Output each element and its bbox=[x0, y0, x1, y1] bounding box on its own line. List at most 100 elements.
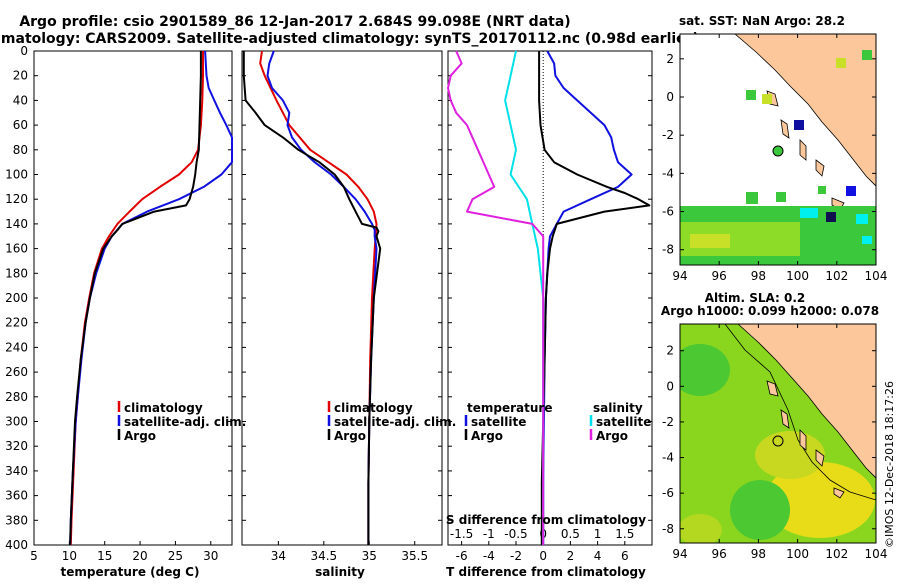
salinity-panel: 34 34.5 35 35.5 bbox=[241, 50, 443, 563]
difference-legend: temperature satellite Argo salinity sate… bbox=[464, 401, 651, 443]
lon-tick-label: 94 bbox=[672, 269, 687, 283]
sst-band bbox=[690, 234, 730, 248]
series-argo bbox=[69, 51, 202, 546]
lat-tick-label: -4 bbox=[662, 451, 674, 465]
s-diff-tick-label: -1 bbox=[483, 527, 495, 541]
s-diff-tick-label: -0.5 bbox=[504, 527, 527, 541]
x-tick-label: 35.5 bbox=[401, 549, 428, 563]
lat-tick-label: 2 bbox=[666, 344, 674, 358]
legend-label-argo: Argo bbox=[124, 429, 156, 443]
depth-tick-label: 260 bbox=[5, 365, 28, 379]
depth-tick-label: 160 bbox=[5, 242, 28, 256]
depth-tick-label: 20 bbox=[13, 69, 28, 83]
sst-cell bbox=[826, 212, 836, 222]
temperature-legend: climatology satellite-adj. clim. Argo bbox=[117, 401, 246, 443]
s-diff-tick-label: -1.5 bbox=[450, 527, 473, 541]
depth-axis: 0 20 40 60 80 100 120 140 160 180 200 220 240 260 280 3… bbox=[5, 44, 28, 552]
sst-cell bbox=[746, 90, 756, 100]
figure-title-line1: Argo profile: csio 2901589_86 12-Jan-201… bbox=[19, 14, 570, 30]
sst-map-title: sat. SST: NaN Argo: 28.2 bbox=[679, 14, 845, 28]
sla-map bbox=[680, 324, 876, 543]
lon-tick-label: 98 bbox=[751, 269, 766, 283]
depth-tick-label: 340 bbox=[5, 464, 28, 478]
depth-tick-label: 120 bbox=[5, 192, 28, 206]
depth-tick-label: 240 bbox=[5, 340, 28, 354]
legend-label-s-argo: Argo bbox=[596, 429, 628, 443]
temperature-axis-label: temperature (deg C) bbox=[61, 565, 200, 579]
lon-tick-label: 96 bbox=[712, 269, 727, 283]
depth-tick-label: 360 bbox=[5, 489, 28, 503]
sst-cell bbox=[818, 186, 826, 194]
legend-label-climatology: climatology bbox=[334, 401, 413, 415]
lat-tick-label: -6 bbox=[662, 486, 674, 500]
depth-tick-label: 320 bbox=[5, 439, 28, 453]
island bbox=[780, 409, 790, 429]
lon-tick-label: 102 bbox=[825, 547, 848, 561]
x-tick-label: 6 bbox=[621, 549, 629, 563]
legend-label-t-satellite: satellite bbox=[471, 415, 526, 429]
island bbox=[766, 380, 779, 397]
lon-tick-label: 104 bbox=[865, 269, 888, 283]
depth-tick-label: 140 bbox=[5, 217, 28, 231]
island bbox=[799, 139, 807, 161]
salinity-legend: climatology satellite-adj. clim. Argo bbox=[327, 401, 456, 443]
sla-blob bbox=[765, 462, 875, 538]
lat-tick-label: -4 bbox=[662, 166, 674, 180]
series-argo bbox=[242, 51, 382, 545]
x-tick-label: 30 bbox=[203, 549, 218, 563]
sst-cell bbox=[846, 186, 856, 196]
legend-label-argo: Argo bbox=[334, 429, 366, 443]
sst-cell bbox=[776, 192, 786, 202]
depth-tick-label: 80 bbox=[13, 143, 28, 157]
lat-tick-label: 2 bbox=[666, 52, 674, 66]
depth-tick-label: 280 bbox=[5, 390, 28, 404]
depth-tick-label: 300 bbox=[5, 415, 28, 429]
lat-tick-label: 0 bbox=[666, 90, 674, 104]
island bbox=[780, 119, 790, 139]
argo-position-marker bbox=[772, 435, 784, 447]
s-diff-tick-label: 1 bbox=[594, 527, 602, 541]
sla-map-frame bbox=[679, 323, 877, 544]
sst-map-axes: 94 96 98 100 102 104 2 0 -2 -4 -6 -8 bbox=[662, 34, 887, 283]
x-tick-label: 15 bbox=[97, 549, 112, 563]
legend-title-temperature: temperature bbox=[467, 401, 552, 415]
sst-map-frame bbox=[679, 33, 877, 266]
legend-label-satellite: satellite-adj. clim. bbox=[124, 415, 246, 429]
x-tick-label: 0 bbox=[539, 549, 547, 563]
x-tick-label: 4 bbox=[594, 549, 602, 563]
lat-tick-label: -6 bbox=[662, 205, 674, 219]
sst-cell bbox=[862, 50, 872, 60]
x-tick-label: 34.5 bbox=[310, 549, 337, 563]
s-diff-tick-label: 0.5 bbox=[561, 527, 580, 541]
legend-label-t-argo: Argo bbox=[471, 429, 503, 443]
depth-tick-label: 220 bbox=[5, 316, 28, 330]
depth-tick-label: 400 bbox=[5, 538, 28, 552]
depth-tick-label: 180 bbox=[5, 266, 28, 280]
legend-label-satellite: satellite-adj. clim. bbox=[334, 415, 456, 429]
plot-frame bbox=[447, 50, 653, 546]
x-tick-label: 20 bbox=[132, 549, 147, 563]
sst-cell bbox=[836, 58, 846, 68]
x-tick-label: -2 bbox=[510, 549, 522, 563]
isobath bbox=[724, 324, 876, 501]
island bbox=[833, 487, 845, 499]
sumatra-landmass bbox=[737, 324, 876, 479]
difference-panel: -6 -4 -2 0 2 4 6-1.5 -1 -0.5 0 0.5 1 1.5 bbox=[447, 50, 653, 563]
temperature-panel: 5 10 15 20 25 30 bbox=[30, 50, 233, 563]
depth-tick-label: 200 bbox=[5, 291, 28, 305]
lat-tick-label: 0 bbox=[666, 379, 674, 393]
depth-tick-label: 40 bbox=[13, 93, 28, 107]
plot-frame bbox=[33, 50, 233, 546]
lon-tick-label: 94 bbox=[672, 547, 687, 561]
argo-position-marker bbox=[772, 145, 784, 157]
sla-map-title-line2: Argo h1000: 0.099 h2000: 0.078 bbox=[661, 304, 879, 318]
lat-tick-label: -2 bbox=[662, 415, 674, 429]
plot-frame bbox=[241, 50, 443, 546]
sla-map-axes: 94 96 98 100 102 104 2 0 -2 -4 -6 -8 bbox=[662, 324, 887, 561]
sst-cell bbox=[862, 236, 872, 244]
x-tick-label: 25 bbox=[168, 549, 183, 563]
sla-blob bbox=[680, 514, 722, 543]
salinity-axis-label: salinity bbox=[315, 565, 365, 579]
sla-blob bbox=[730, 480, 790, 540]
